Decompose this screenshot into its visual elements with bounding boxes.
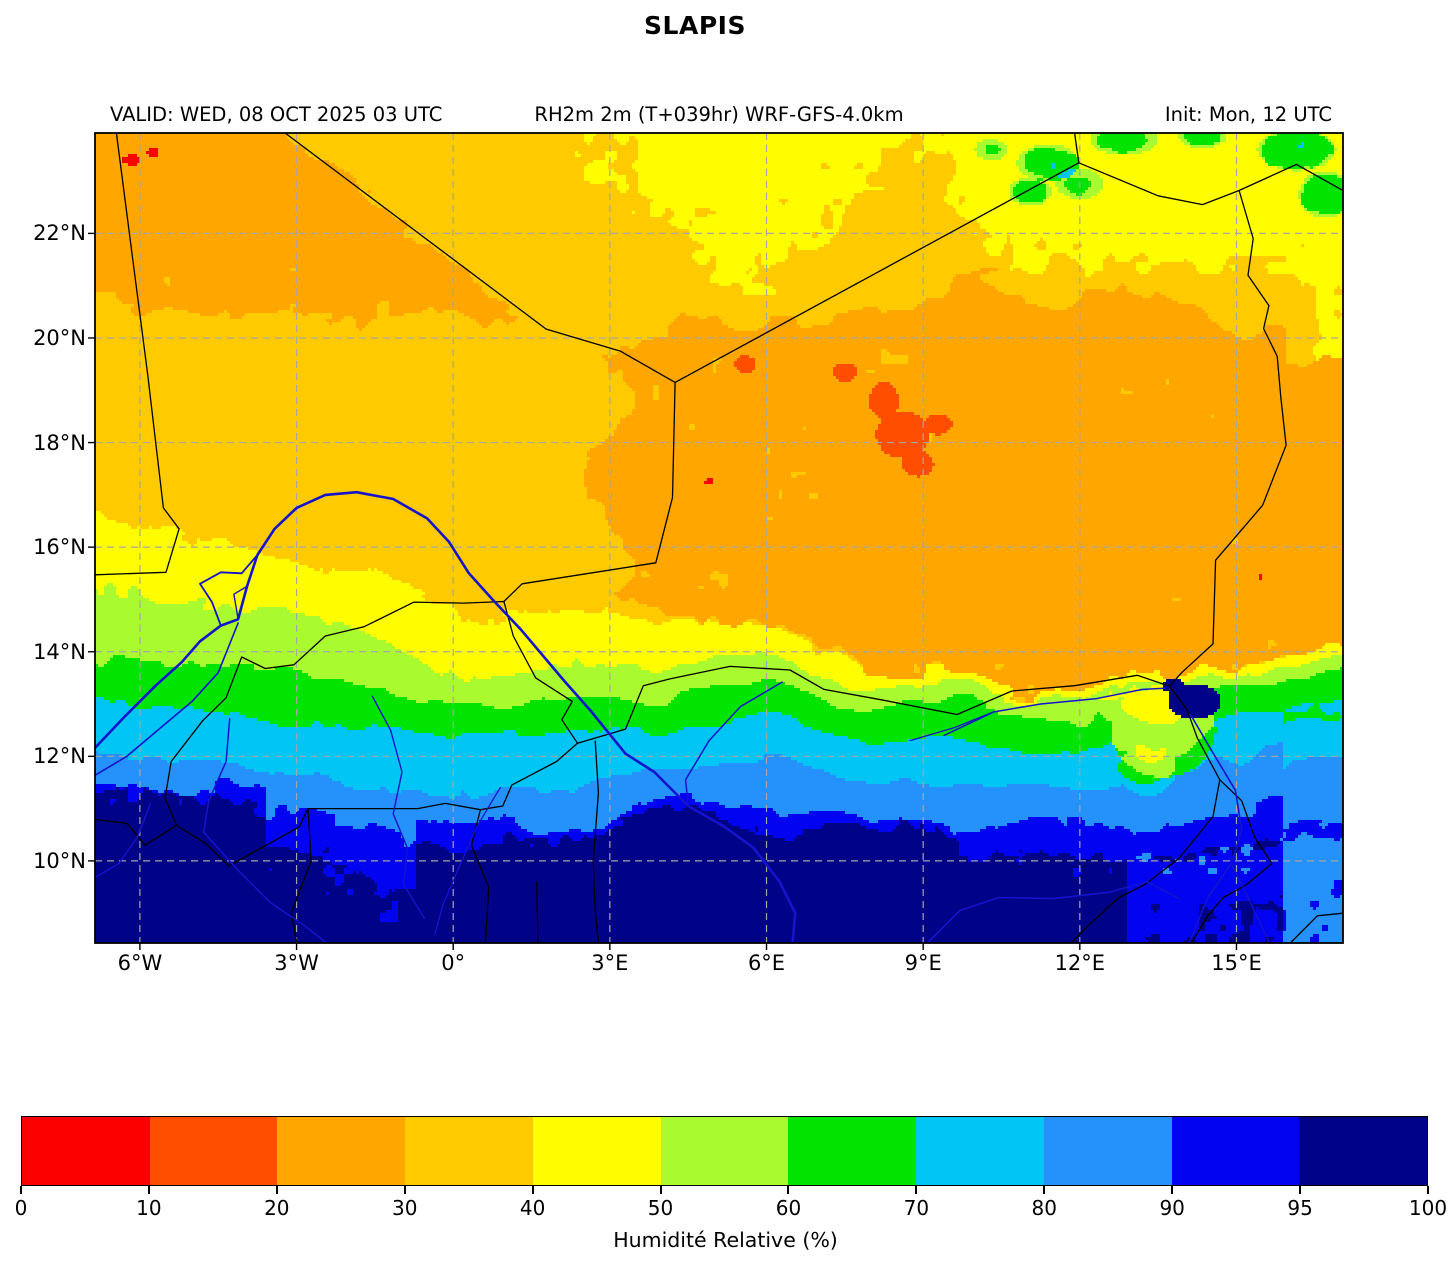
colorbar-segment [660, 1117, 789, 1185]
colorbar-tick-label: 80 [1031, 1196, 1057, 1220]
y-tick-label: 12°N [33, 744, 86, 769]
x-tick-label: 6°W [117, 951, 163, 975]
colorbar-tick [1171, 1186, 1174, 1194]
colorbar-tick [915, 1186, 918, 1194]
colorbar-tick-label: 40 [519, 1196, 546, 1220]
colorbar-tick-label: 100 [1408, 1196, 1448, 1220]
colorbar-segment [405, 1117, 533, 1185]
x-tick-label: 6°E [747, 951, 786, 975]
colorbar-tick [1043, 1186, 1046, 1194]
colorbar-tick [1427, 1186, 1429, 1194]
colorbar-segment [532, 1117, 661, 1185]
colorbar-segment [149, 1117, 278, 1185]
humidity-field-canvas [95, 133, 1343, 943]
colorbar-tick [787, 1186, 790, 1194]
y-tick-label: 14°N [33, 639, 86, 664]
colorbar-title: Humidité Relative (%) [613, 1228, 838, 1252]
colorbar-tick-label: 90 [1159, 1196, 1185, 1220]
y-tick-label: 16°N [33, 535, 86, 560]
x-tick-label: 12°E [1054, 951, 1106, 975]
colorbar-tick [659, 1186, 662, 1194]
x-tick-label: 3°W [274, 951, 319, 975]
colorbar-tick-label: 20 [264, 1196, 290, 1220]
x-tick-label: 15°E [1211, 951, 1262, 975]
product-label: RH2m 2m (T+039hr) WRF-GFS-4.0km [534, 103, 904, 126]
y-tick-label: 10°N [33, 848, 86, 873]
y-tick-label: 18°N [33, 430, 86, 455]
colorbar-tick-label: 10 [136, 1196, 162, 1220]
figure-title: SLAPIS [644, 11, 746, 40]
colorbar-segment [788, 1117, 917, 1185]
colorbar-tick [531, 1186, 534, 1194]
colorbar-tick [20, 1186, 22, 1194]
colorbar-segment [1171, 1117, 1300, 1185]
colorbar-tick [403, 1186, 406, 1194]
colorbar-tick-label: 70 [903, 1196, 930, 1220]
colorbar-tick-label: 60 [775, 1196, 802, 1220]
y-tick-label: 22°N [33, 221, 86, 246]
colorbar-tick [1299, 1186, 1302, 1194]
colorbar-tick-label: 50 [647, 1196, 674, 1220]
colorbar-tick [275, 1186, 278, 1194]
colorbar-tick-label: 30 [391, 1196, 418, 1220]
y-tick-label: 20°N [33, 325, 86, 350]
colorbar-tick [147, 1186, 150, 1194]
x-tick-label: 3°E [591, 951, 629, 975]
x-tick-label: 9°E [904, 951, 942, 975]
colorbar-segment [1299, 1117, 1428, 1185]
colorbar-tick-label: 0 [14, 1196, 28, 1220]
colorbar-segment [22, 1117, 150, 1185]
x-tick-label: 0° [441, 951, 466, 975]
colorbar [21, 1116, 1428, 1186]
init-time-label: Init: Mon, 12 UTC [1164, 103, 1332, 126]
colorbar-tick-label: 95 [1287, 1196, 1313, 1220]
colorbar-segment [1043, 1117, 1172, 1185]
colorbar-segment [916, 1117, 1044, 1185]
valid-time-label: VALID: WED, 08 OCT 2025 03 UTC [110, 103, 443, 126]
colorbar-segment [277, 1117, 406, 1185]
